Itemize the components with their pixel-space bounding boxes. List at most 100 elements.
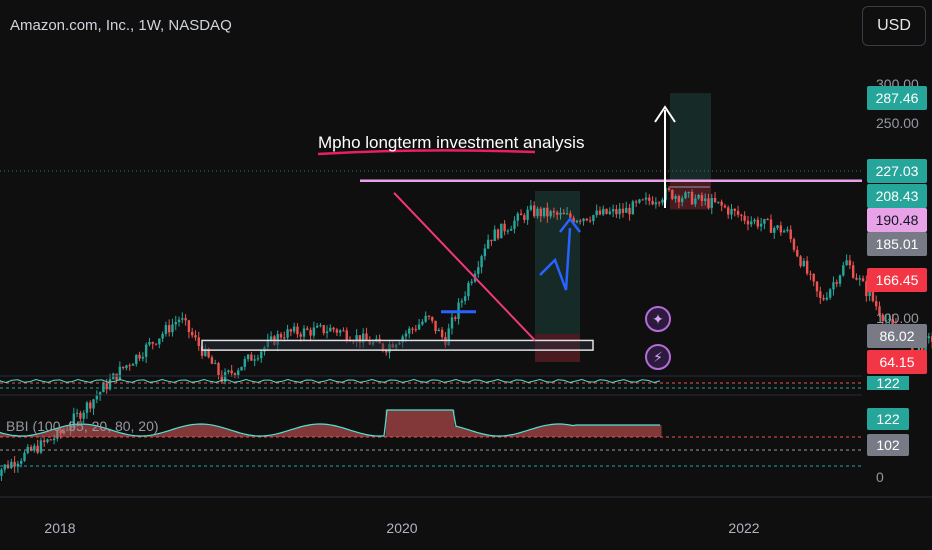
indicator1-value-badge xyxy=(867,376,909,390)
candle-body xyxy=(710,197,713,208)
annotation-zones xyxy=(0,93,862,362)
candle-body xyxy=(220,375,223,382)
candle-body xyxy=(776,225,779,229)
candle-body xyxy=(154,343,158,345)
candle-body xyxy=(75,412,79,414)
candle-body xyxy=(385,350,388,353)
candle-body xyxy=(529,205,533,210)
price-badge-label: 86.02 xyxy=(879,328,914,344)
candle-body xyxy=(891,318,894,325)
bbi-value-label: 122 xyxy=(876,411,900,427)
candle-body xyxy=(237,370,240,376)
bbi-indicator-label: BBI (100, 95, 20, 80, 20) xyxy=(6,418,159,434)
candle-body xyxy=(855,277,858,280)
candle-body xyxy=(194,335,197,338)
candle-body xyxy=(805,260,809,274)
candle-body xyxy=(851,265,855,278)
candle-body xyxy=(421,321,424,325)
candle-body xyxy=(684,192,687,199)
candle-body xyxy=(828,289,832,298)
candle-body xyxy=(503,223,506,232)
candle-body xyxy=(516,213,519,221)
candle-body xyxy=(286,329,289,338)
price-badge xyxy=(867,208,927,232)
candle-body xyxy=(700,194,704,201)
candle-body xyxy=(773,228,776,233)
candle-body xyxy=(509,228,513,231)
price-badge xyxy=(867,159,927,183)
price-badge-label: 166.45 xyxy=(876,272,919,288)
candle-body xyxy=(197,337,200,347)
candle-body xyxy=(276,334,279,345)
candle-body xyxy=(542,207,546,217)
candle-body xyxy=(240,366,243,371)
candle-body xyxy=(845,260,848,266)
candle-body xyxy=(802,260,806,267)
candle-body xyxy=(19,460,23,464)
candle-body xyxy=(634,201,638,203)
candle-body xyxy=(657,202,661,204)
bbi-value-label: 102 xyxy=(876,437,900,453)
candle-body xyxy=(167,325,171,333)
candle-body xyxy=(325,331,329,334)
candle-body xyxy=(98,392,102,396)
candle-body xyxy=(299,334,302,337)
currency-button[interactable]: USD xyxy=(862,6,926,46)
price-badge-label: 190.48 xyxy=(876,212,919,228)
candle-body xyxy=(546,207,549,217)
candle-body xyxy=(809,273,812,275)
candle-body xyxy=(289,329,293,332)
candle-body xyxy=(217,363,220,376)
candle-body xyxy=(335,329,339,333)
candle-body xyxy=(815,281,819,292)
candle-body xyxy=(786,229,789,231)
price-badge-label: 227.03 xyxy=(876,163,919,179)
candle-body xyxy=(361,333,365,343)
candle-body xyxy=(302,328,306,337)
candle-body xyxy=(750,221,753,225)
candle-body xyxy=(763,219,766,224)
candle-body xyxy=(227,370,230,373)
sparkle-icon xyxy=(645,306,671,332)
candle-body xyxy=(789,229,792,240)
candle-body xyxy=(79,412,82,419)
candle-body xyxy=(865,281,868,297)
candle-body xyxy=(595,210,598,216)
candle-body xyxy=(401,336,404,343)
candle-body xyxy=(713,197,717,202)
lightning-glyph: ⚡ xyxy=(653,350,663,366)
candle-body xyxy=(135,354,138,364)
candle-body xyxy=(703,198,707,201)
candle-body xyxy=(89,402,92,409)
candle-body xyxy=(736,210,740,215)
candle-body xyxy=(171,324,174,333)
candle-body xyxy=(858,278,861,280)
bbi-y-tick-label: 0 xyxy=(876,469,884,485)
candle-body xyxy=(565,213,569,215)
target-arrow-head xyxy=(654,105,676,123)
candle-body xyxy=(128,365,131,367)
candle-body xyxy=(187,320,191,332)
candle-body xyxy=(36,445,39,453)
candle-body xyxy=(585,218,589,221)
price-badge xyxy=(867,184,927,208)
candle-body xyxy=(463,296,467,301)
candle-body xyxy=(819,291,822,298)
candle-body xyxy=(131,363,135,366)
price-badge-label: 64.15 xyxy=(879,354,914,370)
x-tick-label: 2018 xyxy=(44,520,75,536)
candle-body xyxy=(204,348,207,356)
candle-body xyxy=(312,327,316,336)
candle-body xyxy=(753,219,756,222)
candle-body xyxy=(743,215,746,221)
candle-body xyxy=(151,341,154,344)
candle-body xyxy=(148,341,151,345)
candle-body xyxy=(470,281,473,284)
candle-body xyxy=(329,327,332,332)
candle-body xyxy=(246,354,250,360)
candle-body xyxy=(358,335,362,343)
candle-body xyxy=(628,207,631,215)
candle-body xyxy=(450,317,454,329)
